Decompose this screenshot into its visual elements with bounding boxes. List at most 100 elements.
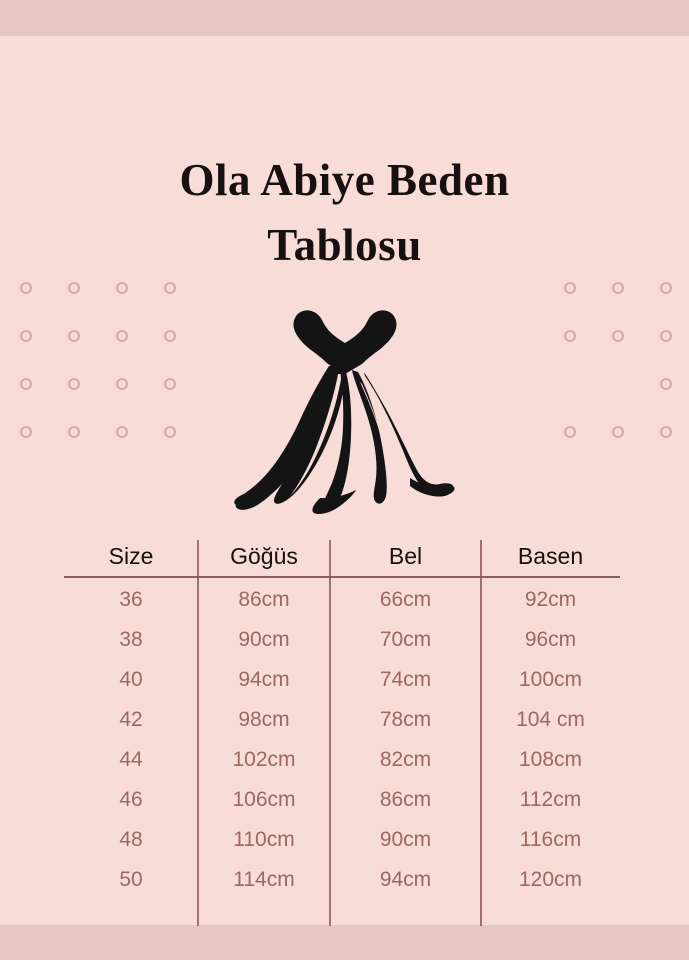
dot-cell	[146, 408, 194, 456]
table-cell-bel: 86cm	[379, 788, 432, 811]
circle-icon	[612, 426, 624, 438]
dot-cell	[2, 312, 50, 360]
evening-gown-silhouette-icon	[232, 302, 458, 518]
table-cell-basen: 96cm	[524, 628, 577, 651]
table-cell-size: 46	[119, 788, 143, 811]
table-cell-basen: 104 cm	[516, 708, 585, 731]
circle-icon	[660, 426, 672, 438]
dot-cell	[642, 312, 689, 360]
circle-icon	[660, 282, 672, 294]
circle-icon	[660, 378, 672, 390]
circle-icon	[612, 330, 624, 342]
circle-icon	[20, 282, 32, 294]
bottom-accent-band	[0, 925, 689, 960]
circle-icon	[116, 426, 128, 438]
column-header-gogus: Göğüs	[230, 542, 298, 569]
dot-cell	[50, 408, 98, 456]
dot-cell	[146, 360, 194, 408]
table-cell-basen: 112cm	[519, 788, 582, 811]
table-cell-basen: 108cm	[518, 748, 583, 771]
circle-icon	[564, 426, 576, 438]
table-cell-göğüs: 102cm	[232, 748, 296, 771]
table-cell-göğüs: 86cm	[238, 588, 290, 611]
table-cell-bel: 82cm	[379, 748, 432, 771]
dot-cell	[50, 360, 98, 408]
page-title: Ola Abiye Beden Tablosu	[0, 148, 689, 279]
table-row: 42 98cm 78cm 104 cm	[64, 700, 620, 740]
dot-cell	[98, 360, 146, 408]
table-cell-göğüs: 114cm	[233, 868, 295, 891]
table-cell-size: 40	[119, 668, 143, 691]
table-row: 38 90cm 70cm 96cm	[64, 620, 620, 660]
circle-icon	[164, 426, 176, 438]
dot-cell	[594, 264, 642, 312]
circle-icon	[116, 330, 128, 342]
table-row: 50 114cm 94cm 120cm	[64, 860, 620, 900]
circle-icon	[164, 330, 176, 342]
column-header-bel: Bel	[388, 542, 423, 569]
column-header-size: Size	[108, 542, 154, 569]
dot-cell	[2, 408, 50, 456]
table-cell-göğüs: 98cm	[238, 708, 290, 731]
circle-icon	[164, 378, 176, 390]
dot-cell	[642, 408, 689, 456]
table-cell-size: 44	[119, 748, 143, 771]
circle-icon	[564, 282, 576, 294]
dot-cell	[594, 360, 642, 408]
dot-cell	[546, 264, 594, 312]
table-row: 46 106cm 86cm 112cm	[64, 780, 620, 820]
circle-icon	[116, 282, 128, 294]
circle-icon	[612, 282, 624, 294]
table-cell-bel: 94cm	[379, 868, 432, 891]
table-cell-göğüs: 110cm	[233, 828, 295, 851]
table-cell-bel: 66cm	[379, 588, 432, 611]
circle-icon	[68, 282, 80, 294]
circle-icon	[20, 378, 32, 390]
table-row: 40 94cm 74cm 100cm	[64, 660, 620, 700]
table-cell-bel: 90cm	[379, 828, 432, 851]
dot-cell	[546, 312, 594, 360]
top-accent-band	[0, 0, 689, 36]
dot-cell	[146, 312, 194, 360]
dot-cell	[98, 264, 146, 312]
table-cell-bel: 78cm	[379, 708, 432, 731]
column-divider-3	[480, 540, 482, 926]
size-table: Size Göğüs Bel Basen 36 86cm 66cm 92cm 38 90c…	[64, 536, 620, 926]
dot-cell	[2, 264, 50, 312]
circle-icon	[20, 426, 32, 438]
table-cell-basen: 116cm	[519, 828, 582, 851]
table-cell-size: 48	[119, 828, 143, 851]
circle-icon	[660, 330, 672, 342]
column-header-basen: Basen	[517, 542, 584, 569]
table-cell-size: 38	[119, 628, 143, 651]
dot-cell	[98, 408, 146, 456]
dot-cell	[50, 264, 98, 312]
dot-cell	[146, 264, 194, 312]
dot-cell	[98, 312, 146, 360]
dot-cell	[594, 408, 642, 456]
table-cell-göğüs: 94cm	[238, 668, 290, 691]
table-cell-size: 42	[119, 708, 143, 731]
size-table-body: 36 86cm 66cm 92cm 38 90cm 70cm 96cm 40 94cm 74cm 10…	[64, 580, 620, 900]
circle-icon	[68, 426, 80, 438]
table-row: 48 110cm 90cm 116cm	[64, 820, 620, 860]
size-table-header-row: Size Göğüs Bel Basen	[64, 536, 620, 576]
column-divider-2	[329, 540, 331, 926]
dot-cell	[594, 312, 642, 360]
circle-icon	[68, 330, 80, 342]
dot-cell	[546, 408, 594, 456]
table-cell-basen: 100cm	[518, 668, 583, 691]
decorative-dot-grid-left	[2, 264, 194, 456]
decorative-dot-grid-right	[546, 264, 689, 456]
table-cell-bel: 74cm	[379, 668, 432, 691]
table-row: 36 86cm 66cm 92cm	[64, 580, 620, 620]
header-divider-rule	[64, 576, 620, 578]
circle-icon	[164, 282, 176, 294]
dot-cell	[642, 264, 689, 312]
dot-cell	[642, 360, 689, 408]
dot-cell	[2, 360, 50, 408]
table-cell-bel: 70cm	[379, 628, 432, 651]
circle-icon	[68, 378, 80, 390]
page-title-line-2: Tablosu	[267, 220, 422, 271]
